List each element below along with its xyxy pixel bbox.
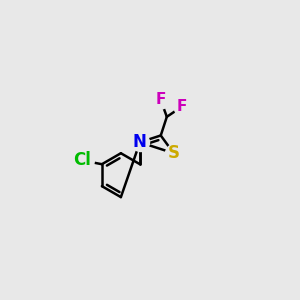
Text: F: F xyxy=(155,92,166,107)
Text: Cl: Cl xyxy=(73,152,91,169)
Text: S: S xyxy=(168,144,180,162)
Text: F: F xyxy=(177,99,187,114)
Text: N: N xyxy=(133,133,147,151)
